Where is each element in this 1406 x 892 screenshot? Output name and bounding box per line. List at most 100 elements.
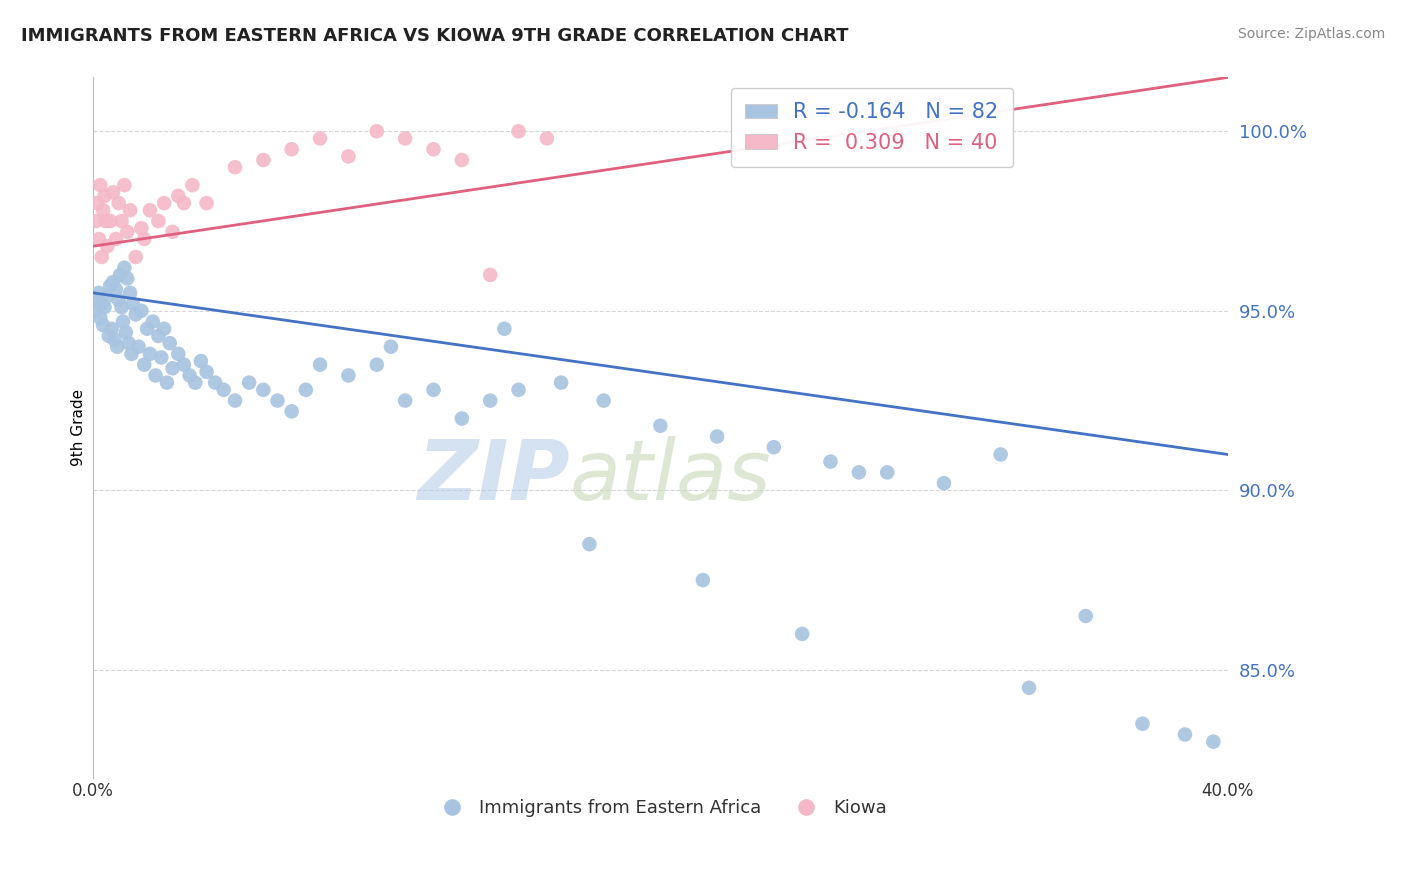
Point: [578, 537, 600, 551]
Point: [100, 322, 122, 336]
Point: [139, 203, 162, 218]
Point: [148, 329, 170, 343]
Point: [136, 322, 159, 336]
Point: [118, 285, 141, 300]
Point: [89, 178, 111, 193]
Point: [156, 376, 179, 390]
Point: [212, 383, 235, 397]
Point: [366, 124, 388, 138]
Point: [131, 221, 153, 235]
Point: [153, 322, 176, 336]
Point: [280, 404, 302, 418]
Point: [142, 315, 165, 329]
Point: [112, 178, 135, 193]
Point: [1202, 734, 1225, 748]
Point: [508, 124, 530, 138]
Point: [337, 149, 360, 163]
Point: [115, 225, 138, 239]
Y-axis label: 9th Grade: 9th Grade: [72, 389, 86, 466]
Point: [162, 225, 184, 239]
Point: [110, 214, 132, 228]
Point: [550, 376, 572, 390]
Point: [94, 214, 117, 228]
Point: [87, 232, 110, 246]
Point: [173, 196, 195, 211]
Point: [101, 186, 124, 200]
Point: [105, 340, 128, 354]
Point: [195, 365, 218, 379]
Point: [309, 131, 332, 145]
Point: [148, 214, 170, 228]
Text: Source: ZipAtlas.com: Source: ZipAtlas.com: [1237, 27, 1385, 41]
Text: IMMIGRANTS FROM EASTERN AFRICA VS KIOWA 9TH GRADE CORRELATION CHART: IMMIGRANTS FROM EASTERN AFRICA VS KIOWA …: [21, 27, 849, 45]
Point: [422, 142, 444, 156]
Point: [93, 189, 115, 203]
Point: [479, 393, 502, 408]
Point: [86, 293, 108, 307]
Point: [167, 347, 190, 361]
Point: [450, 411, 472, 425]
Point: [252, 383, 274, 397]
Point: [224, 160, 246, 174]
Point: [117, 336, 139, 351]
Point: [184, 376, 207, 390]
Point: [128, 340, 150, 354]
Point: [107, 196, 129, 211]
Point: [280, 142, 302, 156]
Point: [295, 383, 318, 397]
Point: [150, 351, 173, 365]
Point: [181, 178, 204, 193]
Point: [422, 383, 444, 397]
Point: [108, 268, 131, 282]
Point: [125, 307, 148, 321]
Point: [650, 418, 672, 433]
Point: [91, 203, 114, 218]
Point: [195, 196, 218, 211]
Point: [394, 131, 416, 145]
Legend: Immigrants from Eastern Africa, Kiowa: Immigrants from Eastern Africa, Kiowa: [426, 792, 894, 824]
Point: [167, 189, 190, 203]
Point: [115, 271, 138, 285]
Point: [1074, 609, 1097, 624]
Point: [479, 268, 502, 282]
Point: [266, 393, 288, 408]
Point: [96, 289, 118, 303]
Point: [111, 315, 134, 329]
Point: [173, 358, 195, 372]
Point: [107, 293, 129, 307]
Point: [508, 383, 530, 397]
Point: [238, 376, 260, 390]
Text: ZIP: ZIP: [418, 436, 569, 517]
Point: [450, 153, 472, 167]
Point: [592, 393, 614, 408]
Point: [97, 329, 120, 343]
Point: [179, 368, 201, 383]
Point: [139, 347, 162, 361]
Point: [1018, 681, 1040, 695]
Point: [89, 310, 111, 325]
Point: [134, 232, 156, 246]
Point: [112, 260, 135, 275]
Point: [792, 627, 814, 641]
Point: [494, 322, 516, 336]
Point: [536, 131, 558, 145]
Point: [380, 340, 402, 354]
Point: [820, 454, 842, 468]
Point: [90, 250, 112, 264]
Point: [762, 440, 785, 454]
Point: [706, 429, 728, 443]
Point: [190, 354, 212, 368]
Point: [848, 466, 870, 480]
Point: [394, 393, 416, 408]
Point: [125, 250, 148, 264]
Point: [110, 300, 132, 314]
Point: [114, 326, 136, 340]
Point: [98, 214, 121, 228]
Point: [90, 296, 112, 310]
Text: atlas: atlas: [569, 436, 772, 517]
Point: [84, 214, 107, 228]
Point: [1132, 716, 1154, 731]
Point: [876, 466, 898, 480]
Point: [103, 333, 125, 347]
Point: [224, 393, 246, 408]
